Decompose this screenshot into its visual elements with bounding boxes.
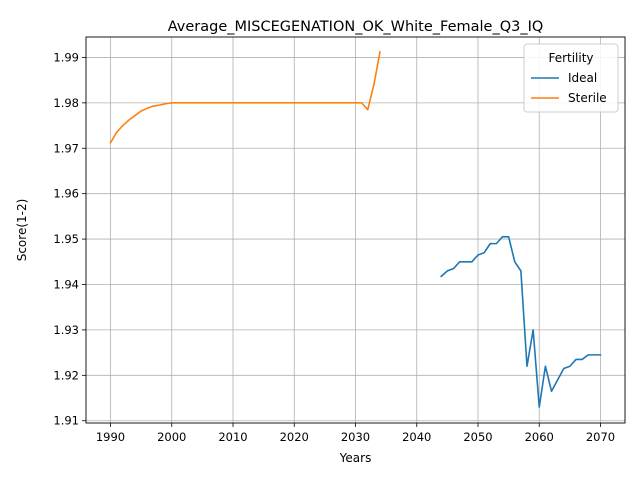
y-tick-label: 1.91 (53, 414, 79, 428)
axis-ticks: 1990 2000 2010 2020 2030 2040 2050 2060 2070 1.91… (53, 50, 615, 444)
y-tick-label: 1.92 (53, 368, 79, 382)
y-tick-label: 1.93 (53, 323, 79, 337)
x-tick-label: 2020 (280, 430, 309, 444)
legend: Fertility Ideal Sterile (523, 43, 619, 113)
y-tick-label: 1.98 (53, 96, 79, 110)
x-tick-label: 2060 (525, 430, 554, 444)
legend-label-sterile: Sterile (568, 91, 607, 105)
y-tick-label: 1.99 (53, 50, 79, 64)
y-tick-label: 1.94 (53, 277, 79, 291)
x-tick-label: 2030 (341, 430, 370, 444)
x-tick-label: 2040 (402, 430, 431, 444)
chart-title: Average_MISCEGENATION_OK_White_Female_Q3… (168, 19, 544, 35)
x-tick-label: 2010 (218, 430, 247, 444)
legend-box (523, 43, 619, 113)
x-tick-label: 2000 (157, 430, 186, 444)
x-axis-label: Years (339, 451, 372, 465)
x-tick-label: 1990 (96, 430, 125, 444)
y-tick-label: 1.96 (53, 187, 79, 201)
series-line-ideal (440, 236, 602, 408)
series-lines (109, 51, 602, 408)
y-axis-label: Score(1-2) (15, 199, 29, 262)
x-tick-label: 2070 (586, 430, 615, 444)
legend-title: Fertility (548, 51, 593, 65)
legend-label-ideal: Ideal (568, 71, 597, 85)
x-tick-label: 2050 (463, 430, 492, 444)
y-tick-label: 1.95 (53, 232, 79, 246)
y-tick-label: 1.97 (53, 141, 79, 155)
series-line-sterile (109, 51, 381, 144)
